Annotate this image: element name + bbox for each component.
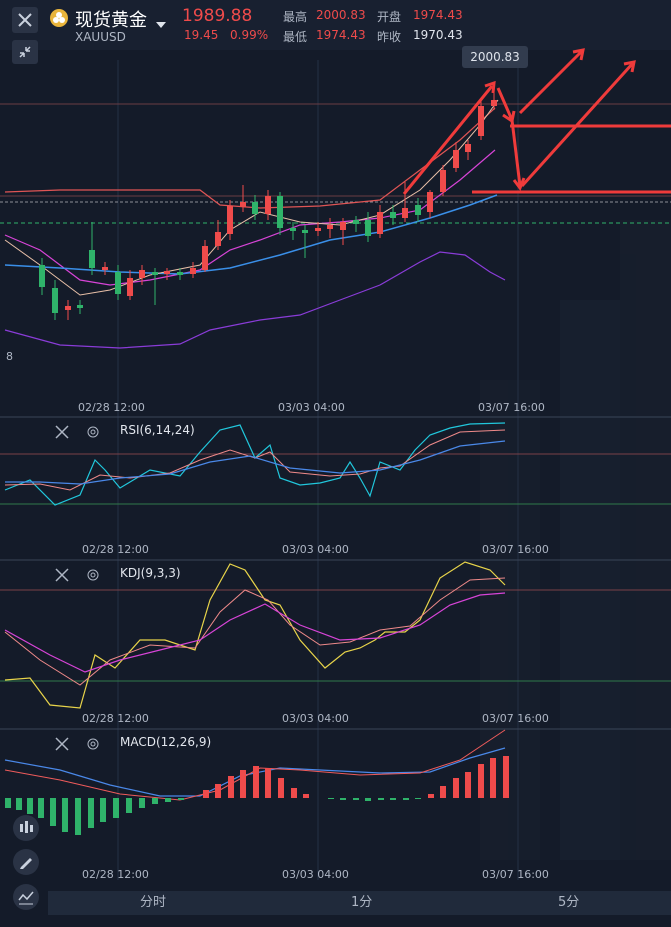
time-label: 03/03 04:00 xyxy=(282,712,349,725)
indicator-icon xyxy=(18,891,34,905)
collapse-button[interactable] xyxy=(12,40,38,64)
collapse-icon xyxy=(19,46,31,58)
dropdown-caret-icon[interactable] xyxy=(156,13,166,32)
price-change: 19.45 xyxy=(184,28,219,42)
candlestick-icon xyxy=(20,821,33,833)
close-icon xyxy=(55,737,69,751)
macd-title: MACD(12,26,9) xyxy=(120,735,212,749)
tab-5min[interactable]: 5分 xyxy=(558,895,580,910)
close-icon xyxy=(18,13,32,27)
time-label: 02/28 12:00 xyxy=(82,543,149,556)
indicator-button[interactable] xyxy=(13,884,39,910)
tab-1min[interactable]: 1分 xyxy=(351,895,373,910)
candles xyxy=(39,84,497,320)
price-axis-fragment: 8 xyxy=(6,350,13,363)
close-button[interactable] xyxy=(12,7,38,33)
settings-icon xyxy=(87,738,99,750)
close-icon xyxy=(55,568,69,582)
settings-button[interactable] xyxy=(86,567,100,586)
close-indicator-button[interactable] xyxy=(55,567,69,586)
settings-button[interactable] xyxy=(86,424,100,443)
candlestick-button[interactable] xyxy=(13,815,39,841)
macd-histogram xyxy=(5,756,509,835)
time-label: 02/28 12:00 xyxy=(82,712,149,725)
symbol-code: XAUUSD xyxy=(75,30,126,44)
prev-close-label: 昨收 xyxy=(377,30,402,44)
last-price: 1989.88 xyxy=(182,6,253,26)
rsi-title: RSI(6,14,24) xyxy=(120,423,195,437)
open-value: 1974.43 xyxy=(413,8,463,22)
time-label: 03/07 16:00 xyxy=(482,543,549,556)
time-label: 03/03 04:00 xyxy=(278,401,345,414)
tab-timeshare[interactable]: 分时 xyxy=(140,895,167,910)
settings-icon xyxy=(87,569,99,581)
time-label: 03/07 16:00 xyxy=(482,712,549,725)
time-label: 03/03 04:00 xyxy=(282,543,349,556)
quote-header xyxy=(0,0,671,50)
prev-close-value: 1970.43 xyxy=(413,28,463,42)
time-label: 03/07 16:00 xyxy=(482,868,549,881)
close-indicator-button[interactable] xyxy=(55,424,69,443)
time-label: 02/28 12:00 xyxy=(78,401,145,414)
settings-icon xyxy=(87,426,99,438)
drawn-annotations xyxy=(402,48,671,195)
pencil-icon xyxy=(20,858,32,869)
price-change-pct: 0.99% xyxy=(230,28,269,42)
draw-tool-button[interactable] xyxy=(13,849,39,875)
low-value: 1974.43 xyxy=(316,28,366,42)
close-indicator-button[interactable] xyxy=(55,736,69,755)
open-label: 开盘 xyxy=(377,10,402,24)
time-label: 03/03 04:00 xyxy=(282,868,349,881)
close-icon xyxy=(55,425,69,439)
background-buildings xyxy=(480,220,671,860)
time-label: 03/07 16:00 xyxy=(478,401,545,414)
high-label: 最高 xyxy=(283,10,308,24)
high-price-tag: 2000.83 xyxy=(462,46,528,68)
period-tabs: 分时 1分 5分 xyxy=(48,891,671,915)
high-value: 2000.83 xyxy=(316,8,366,22)
gold-coin-icon xyxy=(50,9,68,27)
time-label: 02/28 12:00 xyxy=(82,868,149,881)
settings-button[interactable] xyxy=(86,736,100,755)
symbol-name[interactable]: 现货黄金 xyxy=(75,10,147,31)
low-label: 最低 xyxy=(283,30,308,44)
kdj-title: KDJ(9,3,3) xyxy=(120,566,181,580)
